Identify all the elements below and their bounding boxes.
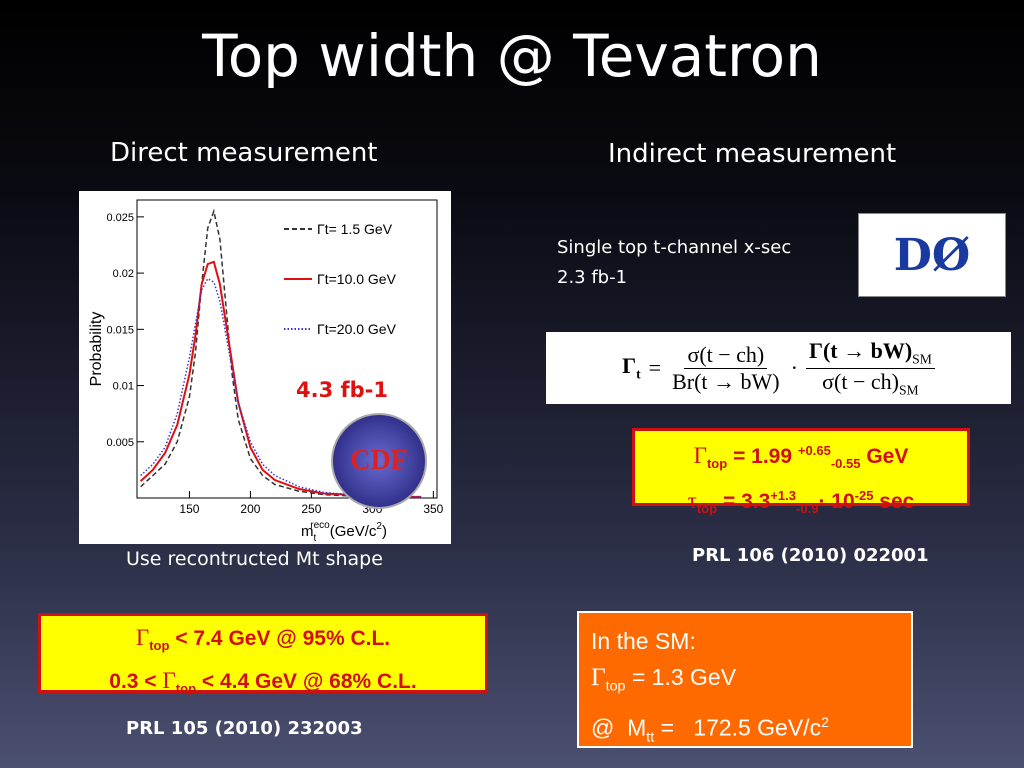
reference: PRL 105 (2010) 232003 (126, 718, 363, 739)
x-label-part: reco (310, 520, 330, 531)
caption: Use recontructed Mt shape (126, 548, 383, 570)
result-line: Γtop = 1.99 +0.65-0.55 GeV (635, 435, 967, 480)
series-line (139, 260, 422, 498)
logo-text: CDF (350, 445, 408, 476)
x-label-part: ) (382, 523, 387, 540)
denominator: σ(t − ch)SM (819, 369, 922, 398)
text: Γ(t → bW) (808, 338, 913, 364)
sm-heading: In the SM: (591, 628, 696, 654)
subscript: top (605, 678, 626, 695)
d0-logo: DØ (858, 213, 1006, 297)
symbol: Γ (135, 624, 150, 650)
direct-result: Γtop < 7.4 GeV @ 95% C.L. 0.3 < Γtop < 4… (38, 613, 488, 696)
plot-frame (136, 199, 438, 499)
series-line (140, 208, 422, 498)
symbol: Γ (591, 663, 606, 691)
text: = 3.3 (723, 490, 771, 514)
text: σ(t − ch) (822, 368, 899, 394)
symbol: τ (687, 487, 697, 514)
logo-text: DØ (893, 229, 971, 281)
subscript: SM (898, 381, 919, 397)
indirect-result: Γtop = 1.99 +0.65-0.55 GeV τtop = 3.3+1.… (632, 428, 970, 516)
equals: = (648, 355, 662, 380)
reference: PRL 106 (2010) 022001 (692, 545, 929, 566)
numerator: Γ(t → bW)SM (805, 338, 935, 369)
text: = 1.3 GeV (631, 664, 737, 690)
desc-line: Single top t-channel x-sec (557, 237, 792, 258)
result-line: 0.3 < Γtop < 4.4 GeV @ 68% C.L. (41, 663, 485, 706)
left-heading: Direct measurement (110, 138, 378, 168)
lumi-label: 4.3 fb-1 (296, 378, 389, 402)
superscript: +1.3 (770, 488, 797, 504)
legend-label: Γt=20.0 GeV (317, 321, 397, 337)
x-label-part: (GeV/c (330, 523, 377, 540)
text: < 7.4 GeV @ 95% C.L. (175, 627, 391, 650)
text: < 4.4 GeV @ 68% C.L. (201, 670, 417, 694)
symbol: Γ (162, 667, 176, 694)
y-tick-label: 0.02 (113, 268, 134, 280)
text: = 172.5 GeV/c (660, 714, 822, 741)
cdf-logo: CDF (331, 413, 427, 509)
slide-title: Top width @ Tevatron (202, 22, 822, 90)
superscript: 2 (821, 714, 830, 731)
lhs: Γt (622, 353, 641, 382)
subscript: -0.55 (830, 456, 861, 472)
subscript: t (636, 366, 641, 382)
y-axis-label: Probability (88, 312, 105, 387)
sm-line: Γtop = 1.3 GeV (591, 659, 899, 705)
y-tick-label: 0.015 (106, 324, 134, 336)
x-tick-label: 150 (179, 502, 199, 516)
x-tick-label: 200 (240, 502, 260, 516)
text: · 10 (818, 490, 855, 514)
numerator: σ(t − ch) (684, 342, 768, 369)
formula: Γt = σ(t − ch) Br(t → bW) · Γ(t → bW)SM σ(… (546, 332, 1011, 404)
unit: GeV (866, 445, 909, 468)
x-tick-label: 250 (301, 502, 321, 516)
text: = 1.99 (733, 445, 793, 468)
x-label-part: 2 (376, 521, 382, 532)
symbol: Γ (693, 442, 707, 468)
fraction: Γ(t → bW)SM σ(t − ch)SM (805, 338, 935, 398)
sm-line: @ Mtt = 172.5 GeV/c2 (591, 705, 899, 755)
superscript: -25 (854, 488, 874, 504)
x-label-part: m (301, 523, 314, 540)
fraction: σ(t − ch) Br(t → bW) (669, 342, 783, 395)
x-label-part: t (314, 533, 317, 544)
description: Single top t-channel x-sec 2.3 fb-1 (557, 233, 791, 293)
dot: · (790, 355, 798, 380)
x-axis-label: mt reco(GeV/c2) (301, 520, 387, 544)
subscript: tt (646, 728, 655, 745)
subscript: SM (912, 351, 932, 367)
subscript: top (696, 501, 718, 517)
y-tick-label: 0.025 (106, 212, 134, 224)
series-line (140, 277, 422, 498)
unit: sec (879, 490, 915, 514)
result-line: τtop = 3.3+1.3-0.9· 10-25 sec (635, 480, 967, 525)
right-heading: Indirect measurement (608, 139, 897, 169)
subscript: -0.9 (796, 501, 819, 517)
sm-box: In the SM: Γtop = 1.3 GeV @ Mtt = 172.5 … (577, 611, 913, 748)
superscript: +0.65 (797, 443, 831, 458)
denominator: Br(t → bW) (672, 368, 780, 394)
legend-label: Γt=10.0 GeV (317, 271, 397, 287)
desc-line: 2.3 fb-1 (557, 267, 628, 288)
y-tick-label: 0.01 (113, 381, 134, 393)
legend-label: Γt= 1.5 GeV (317, 221, 393, 237)
text: @ M (591, 714, 647, 741)
subscript: top (706, 456, 728, 472)
x-tick-label: 350 (423, 502, 443, 516)
text: 0.3 < (109, 670, 157, 694)
y-tick-label: 0.005 (106, 437, 134, 449)
result-line: Γtop < 7.4 GeV @ 95% C.L. (41, 620, 485, 663)
symbol: Γ (622, 353, 637, 379)
subscript: top (149, 638, 170, 654)
subscript: top (175, 681, 197, 697)
